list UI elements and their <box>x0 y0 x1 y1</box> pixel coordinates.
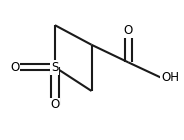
Text: S: S <box>51 61 59 74</box>
Text: OH: OH <box>161 71 179 84</box>
Text: O: O <box>50 99 60 111</box>
Text: O: O <box>10 61 19 74</box>
Text: O: O <box>123 24 133 37</box>
